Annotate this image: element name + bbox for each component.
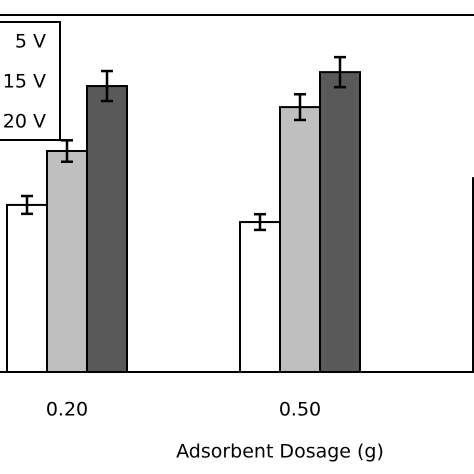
error-bar (334, 55, 346, 89)
error-bar (21, 194, 33, 216)
bar (86, 85, 128, 373)
legend-label: 20 V (3, 111, 46, 133)
error-bar (294, 93, 306, 122)
x-axis-title: Adsorbent Dosage (g) (176, 441, 384, 463)
legend-label: 5 V (15, 31, 46, 53)
bar (279, 106, 321, 374)
error-bar (254, 212, 266, 232)
x-tick-label: 0.20 (46, 399, 88, 421)
bar (6, 203, 48, 373)
legend-box (0, 21, 61, 141)
x-tick-label: 0.50 (279, 399, 321, 421)
error-bar (61, 139, 73, 163)
legend-label: 15 V (3, 71, 46, 93)
error-bar (101, 69, 113, 103)
bar (46, 150, 88, 373)
bar (319, 71, 361, 374)
bar (239, 221, 281, 373)
